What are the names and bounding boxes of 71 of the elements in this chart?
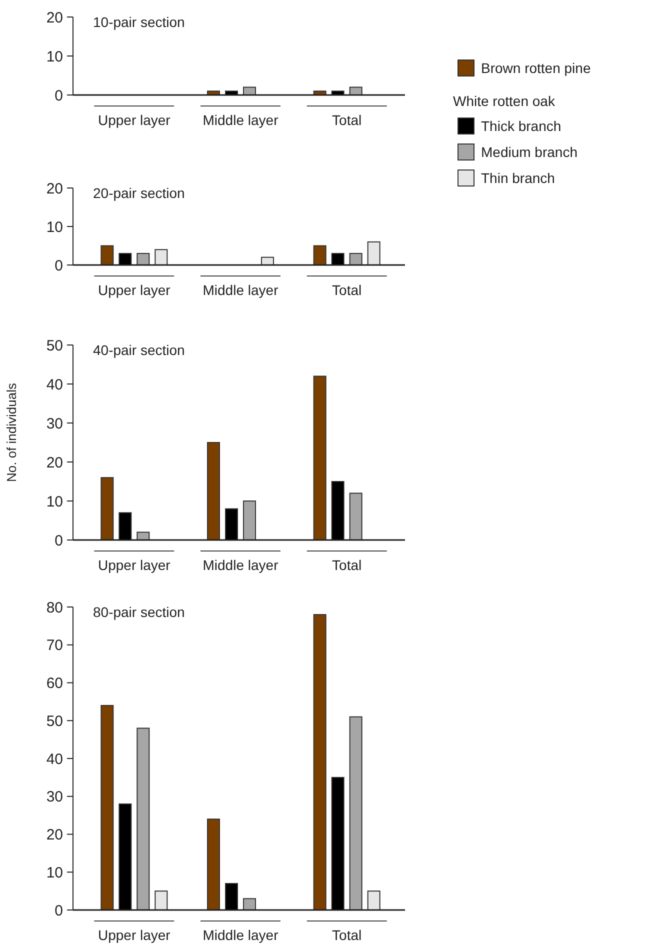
- legend-label: Medium branch: [481, 144, 578, 160]
- bar: [100, 704, 114, 910]
- bar: [100, 477, 114, 540]
- x-tick-label: Middle layer: [202, 927, 279, 943]
- y-tick-label: 0: [54, 902, 63, 920]
- y-tick-label: 30: [46, 415, 63, 432]
- bar: [349, 716, 362, 910]
- bar: [349, 252, 362, 266]
- x-tick-label: Middle layer: [202, 282, 279, 298]
- y-tick-label: 50: [46, 337, 63, 354]
- bar: [136, 252, 150, 266]
- y-tick-label: 10: [46, 493, 63, 510]
- bar: [154, 249, 168, 266]
- bar: [313, 245, 326, 266]
- y-tick-label: 70: [46, 637, 63, 654]
- y-tick-label: 20: [46, 9, 63, 26]
- bar: [118, 252, 132, 266]
- bar: [349, 492, 362, 540]
- y-tick-label: 80: [46, 599, 63, 616]
- bar: [118, 512, 132, 540]
- y-tick-label: 0: [54, 257, 63, 274]
- chart-title: 80-pair section: [93, 604, 185, 620]
- y-tick-label: 50: [46, 712, 63, 730]
- x-tick-label: Middle layer: [202, 557, 279, 573]
- bar: [225, 882, 238, 910]
- legend-label: Brown rotten pine: [481, 60, 591, 76]
- bar: [313, 376, 326, 540]
- y-tick-label: 10: [46, 864, 63, 882]
- y-tick-label: 40: [46, 376, 63, 394]
- bar: [136, 532, 150, 540]
- chart-title: 10-pair section: [93, 14, 185, 30]
- bar: [367, 890, 380, 910]
- chart-title: 40-pair section: [93, 342, 185, 358]
- bar: [136, 728, 150, 910]
- x-tick-label: Upper layer: [98, 112, 171, 128]
- bar: [100, 245, 114, 266]
- bar: [367, 241, 380, 266]
- y-tick-label: 20: [46, 454, 63, 472]
- bar: [243, 898, 256, 910]
- text: White rotten oak: [453, 93, 556, 109]
- y-tick-label: 40: [46, 750, 63, 768]
- bar: [207, 442, 220, 540]
- y-tick-label: 10: [46, 48, 63, 66]
- x-tick-label: Total: [332, 282, 362, 298]
- bar: [154, 890, 168, 910]
- legend-label: Thin branch: [481, 170, 555, 186]
- x-tick-label: Middle layer: [202, 112, 279, 128]
- bar: [225, 508, 238, 540]
- y-tick-label: 20: [46, 826, 63, 844]
- x-tick-label: Upper layer: [98, 557, 171, 573]
- x-tick-label: Total: [332, 927, 362, 943]
- y-tick-label: 60: [46, 675, 63, 692]
- y-tick-label: 0: [54, 532, 63, 550]
- bar: [331, 481, 344, 540]
- bar: [331, 252, 344, 266]
- y-axis-title: No. of individuals: [4, 382, 19, 482]
- bar: [243, 500, 256, 540]
- y-tick-label: 0: [54, 87, 63, 104]
- bar: [313, 614, 326, 910]
- bar: [118, 803, 132, 910]
- y-tick-label: 30: [46, 788, 63, 806]
- x-tick-label: Upper layer: [98, 927, 171, 943]
- bar: [207, 818, 220, 910]
- x-tick-label: Total: [332, 557, 362, 573]
- chart-title: 20-pair section: [93, 185, 185, 201]
- x-tick-label: Total: [332, 112, 362, 128]
- y-tick-label: 20: [46, 180, 63, 198]
- legend-label: Thick branch: [481, 118, 562, 134]
- x-tick-label: Upper layer: [98, 282, 171, 298]
- y-tick-label: 10: [46, 218, 63, 236]
- bar: [331, 776, 344, 910]
